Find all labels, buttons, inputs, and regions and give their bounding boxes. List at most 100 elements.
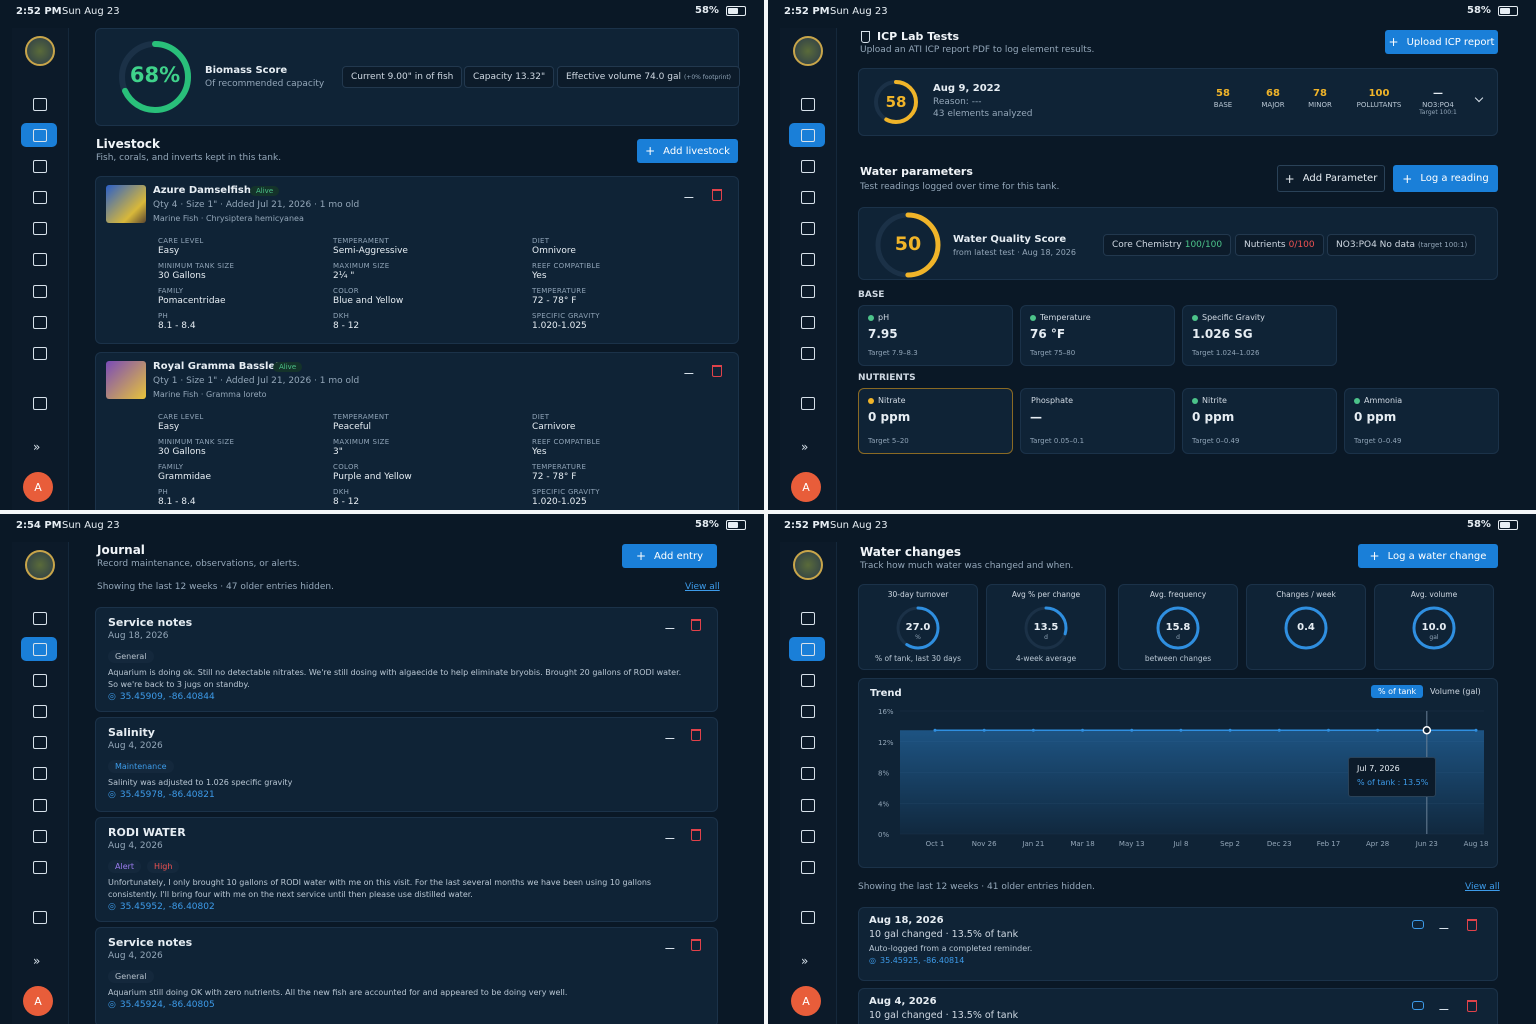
param-card[interactable]: [858, 388, 1013, 454]
param-target: Target 0.05–0.1: [1030, 437, 1085, 445]
nav-icon[interactable]: [801, 830, 815, 843]
nav-icon[interactable]: [801, 253, 815, 266]
attribute-value: 2¼ ": [333, 271, 355, 281]
attribute-value: Easy: [158, 422, 180, 432]
attribute-value: 72 - 78° F: [532, 296, 577, 306]
nav-icon[interactable]: [801, 397, 815, 410]
app-panel: 2:52 PM Sun Aug 23 58%» A ICP Lab Tests Uploa…: [768, 0, 1536, 510]
param-card[interactable]: [1182, 388, 1337, 454]
param-card[interactable]: [1182, 305, 1337, 366]
nav-icon[interactable]: [801, 285, 815, 298]
nav-icon[interactable]: [801, 347, 815, 360]
nav-icon[interactable]: [33, 160, 47, 173]
delete-icon[interactable]: [691, 729, 701, 741]
stat-label: Avg % per change: [1011, 590, 1081, 599]
nav-icon[interactable]: [33, 643, 47, 656]
nav-icon[interactable]: [33, 612, 47, 625]
avatar[interactable]: A: [791, 472, 821, 502]
chip-text: Capacity 13.32": [473, 72, 546, 82]
param-card[interactable]: [1020, 388, 1175, 454]
nav-icon[interactable]: [801, 674, 815, 687]
delete-icon[interactable]: [712, 189, 722, 201]
nav-icon[interactable]: [33, 736, 47, 749]
button[interactable]: + Add entry: [622, 544, 717, 568]
nav-icon[interactable]: [33, 98, 47, 111]
param-card[interactable]: [858, 305, 1013, 366]
score-ring: [1412, 606, 1456, 650]
nav-icon[interactable]: [801, 612, 815, 625]
nav-icon[interactable]: [33, 397, 47, 410]
view-all-link[interactable]: View all: [685, 582, 720, 592]
nav-icon[interactable]: [801, 767, 815, 780]
nav-expand[interactable]: »: [801, 440, 809, 454]
nav-icon[interactable]: [33, 191, 47, 204]
nav-icon[interactable]: [801, 736, 815, 749]
nav-icon[interactable]: [801, 160, 815, 173]
nav-icon[interactable]: [33, 129, 47, 142]
sidebar: » A: [780, 542, 837, 1024]
button[interactable]: + Log a reading: [1393, 165, 1498, 192]
param-card[interactable]: [1020, 305, 1175, 366]
nav-icon[interactable]: [801, 191, 815, 204]
nav-expand[interactable]: »: [33, 954, 41, 968]
nav-icon[interactable]: [33, 316, 47, 329]
nav-expand[interactable]: »: [33, 440, 41, 454]
icp-stat-label: NO3:PO4: [1422, 101, 1454, 109]
button[interactable]: + Add Parameter: [1277, 165, 1385, 192]
delete-icon[interactable]: [691, 939, 701, 951]
pin-icon: ◎: [108, 1000, 116, 1010]
nav-icon[interactable]: [801, 98, 815, 111]
view-all-link[interactable]: View all: [1465, 882, 1500, 892]
page-subtitle: Track how much water was changed and whe…: [860, 561, 1074, 571]
nav-icon[interactable]: [801, 861, 815, 874]
nav-icon[interactable]: [801, 222, 815, 235]
delete-icon[interactable]: [1467, 919, 1477, 931]
delete-icon[interactable]: [712, 365, 722, 377]
entry-text: Aquarium is doing ok. Still no detectabl…: [108, 668, 682, 689]
nav-icon[interactable]: [33, 767, 47, 780]
status-dot: [1030, 315, 1036, 321]
nav-icon[interactable]: [33, 347, 47, 360]
nav-icon[interactable]: [801, 911, 815, 924]
nav-expand[interactable]: »: [801, 954, 809, 968]
param-card[interactable]: [1344, 388, 1499, 454]
delete-icon[interactable]: [691, 619, 701, 631]
line-point: [1228, 728, 1232, 732]
icp-stat-label: MAJOR: [1261, 101, 1285, 109]
attribute-value: 30 Gallons: [158, 271, 206, 281]
repeat-icon[interactable]: [1412, 1001, 1424, 1010]
button[interactable]: + Upload ICP report: [1385, 30, 1498, 54]
legend-toggle-active[interactable]: % of tank: [1371, 685, 1424, 698]
delete-icon[interactable]: [691, 829, 701, 841]
nav-icon[interactable]: [801, 799, 815, 812]
nav-icon[interactable]: [33, 799, 47, 812]
button[interactable]: + Add livestock: [637, 139, 738, 163]
nav-icon[interactable]: [33, 861, 47, 874]
app-panel: 2:52 PM Sun Aug 23 58%» A Water changes Track…: [768, 514, 1536, 1024]
nav-icon[interactable]: [33, 285, 47, 298]
entry-title: Service notes: [108, 936, 193, 949]
delete-icon[interactable]: [1467, 1000, 1477, 1012]
button-label: Add Parameter: [1302, 173, 1378, 184]
nav-icon[interactable]: [33, 674, 47, 687]
attribute-label: PH: [158, 312, 169, 320]
button-icon: +: [1388, 35, 1399, 49]
avatar[interactable]: A: [23, 472, 53, 502]
avatar[interactable]: A: [23, 986, 53, 1016]
livestock-status: Alive: [273, 362, 303, 372]
nav-icon[interactable]: [33, 705, 47, 718]
nav-icon[interactable]: [801, 129, 815, 142]
repeat-icon[interactable]: [1412, 920, 1424, 929]
nav-icon[interactable]: [801, 316, 815, 329]
nav-icon[interactable]: [33, 253, 47, 266]
nav-icon[interactable]: [801, 643, 815, 656]
nav-icon[interactable]: [801, 705, 815, 718]
nav-active: [21, 637, 57, 661]
legend-toggle[interactable]: Volume (gal): [1430, 687, 1481, 696]
nav-icon[interactable]: [33, 222, 47, 235]
nav-icon[interactable]: [33, 830, 47, 843]
avatar[interactable]: A: [791, 986, 821, 1016]
nav-icon[interactable]: [33, 911, 47, 924]
button[interactable]: + Log a water change: [1358, 544, 1498, 568]
status-time: 2:52 PM: [16, 6, 62, 17]
